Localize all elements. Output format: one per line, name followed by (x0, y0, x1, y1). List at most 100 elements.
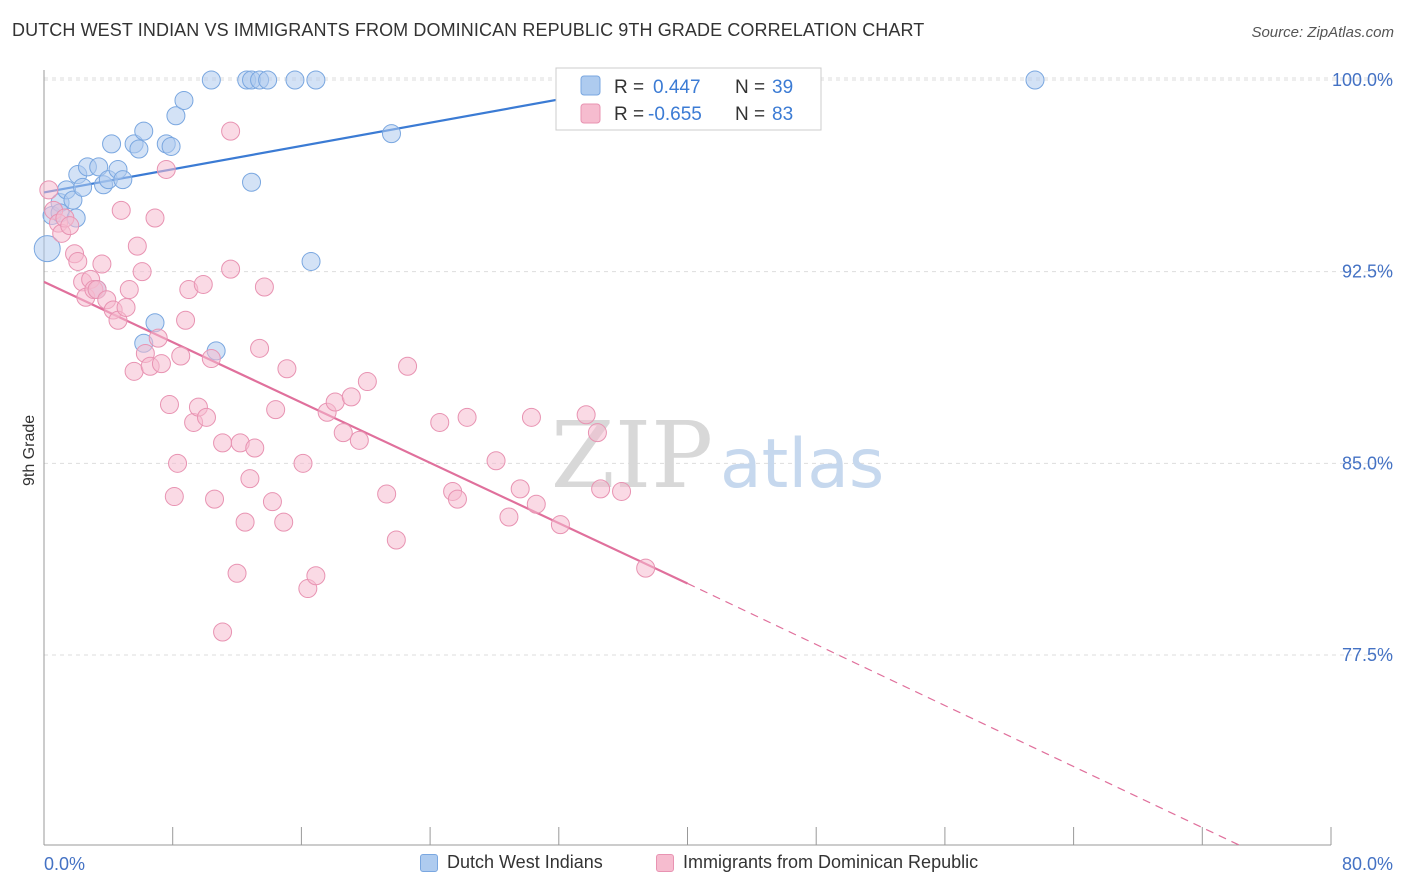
point-dominican-republic (293, 453, 313, 473)
point-dominican-republic (92, 254, 112, 274)
legend-swatch-pink (656, 853, 674, 872)
point-dominican-republic (235, 512, 255, 532)
point-dutch-west-indians (242, 172, 262, 192)
point-dominican-republic (68, 251, 88, 271)
point-dominican-republic (127, 236, 147, 256)
point-dominican-republic (221, 121, 241, 141)
point-dominican-republic (213, 622, 233, 642)
legend-swatch-blue (420, 853, 438, 872)
point-dominican-republic (274, 512, 294, 532)
point-dutch-west-indians (89, 157, 109, 177)
point-dominican-republic (398, 356, 418, 376)
point-dominican-republic (176, 310, 196, 330)
point-dominican-republic (245, 438, 265, 458)
point-dominican-republic (486, 451, 506, 471)
x-tick-label: 0.0% (44, 854, 85, 874)
point-dominican-republic (576, 405, 596, 425)
point-dutch-west-indians (285, 70, 305, 90)
point-dominican-republic (447, 489, 467, 509)
point-dominican-republic (164, 487, 184, 507)
legend-item-dutch-west-indians[interactable]: Dutch West Indians (420, 852, 603, 873)
stats-n-label-pink: N = (735, 104, 765, 125)
point-dominican-republic (333, 423, 353, 443)
point-dominican-republic (156, 159, 176, 179)
point-dominican-republic (111, 200, 131, 220)
point-dutch-west-indians (161, 136, 181, 156)
x-tick-label: 80.0% (1342, 854, 1393, 874)
point-dominican-republic (116, 297, 136, 317)
point-dutch-west-indians (1025, 70, 1045, 90)
point-dominican-republic (145, 208, 165, 228)
point-dominican-republic (39, 180, 59, 200)
bottom-legend: Dutch West Indians Immigrants from Domin… (0, 850, 1406, 880)
point-dutch-west-indians (381, 124, 401, 144)
stats-legend: R = 0.447 N = 39 R = -0.655 N = 83 (555, 67, 822, 131)
point-dutch-west-indians (129, 139, 149, 159)
stats-n-label-blue: N = (735, 77, 765, 98)
point-dominican-republic (377, 484, 397, 504)
points-layer (33, 70, 1045, 642)
point-dominican-republic (587, 423, 607, 443)
point-dominican-republic (306, 566, 326, 586)
point-dominican-republic (151, 354, 171, 374)
point-dominican-republic (196, 407, 216, 427)
x-tick-labels: 0.0% 80.0% (44, 854, 1393, 874)
point-dutch-west-indians (113, 170, 133, 190)
point-dominican-republic (266, 400, 286, 420)
point-dutch-west-indians (301, 251, 321, 271)
point-dominican-republic (159, 395, 179, 415)
point-dominican-republic (213, 433, 233, 453)
point-dominican-republic (124, 361, 144, 381)
point-dominican-republic (60, 216, 80, 236)
source-note: Source: ZipAtlas.com (1251, 24, 1394, 41)
chart-title: DUTCH WEST INDIAN VS IMMIGRANTS FROM DOM… (12, 20, 925, 40)
point-dominican-republic (357, 372, 377, 392)
point-dominican-republic (277, 359, 297, 379)
y-axis-label: 9th Grade (21, 414, 38, 486)
y-tick-label: 92.5% (1342, 262, 1393, 282)
point-dutch-west-indians (306, 70, 326, 90)
point-dutch-west-indians (33, 235, 61, 263)
point-dominican-republic (510, 479, 530, 499)
axis-layer (43, 70, 1332, 846)
stats-swatch-blue (580, 75, 601, 96)
stats-swatch-pink (580, 103, 601, 124)
point-dutch-west-indians (166, 106, 186, 126)
stats-n-value-pink: 83 (772, 104, 793, 125)
stats-r-value-blue: 0.447 (653, 77, 701, 98)
y-tick-label: 77.5% (1342, 645, 1393, 665)
point-dominican-republic (591, 479, 611, 499)
point-dominican-republic (193, 274, 213, 294)
point-dominican-republic (550, 515, 570, 535)
stats-n-value-blue: 39 (772, 77, 793, 98)
point-dominican-republic (168, 453, 188, 473)
point-dominican-republic (148, 328, 168, 348)
legend-label-dominican-republic: Immigrants from Dominican Republic (683, 852, 979, 872)
grid-layer (44, 77, 1392, 656)
y-tick-label: 100.0% (1332, 70, 1393, 90)
y-tick-label: 85.0% (1342, 453, 1393, 473)
point-dutch-west-indians (174, 90, 194, 110)
point-dominican-republic (254, 277, 274, 297)
point-dutch-west-indians (73, 177, 93, 197)
legend-item-dominican-republic[interactable]: Immigrants from Dominican Republic (656, 852, 978, 873)
point-dominican-republic (262, 492, 282, 512)
point-dutch-west-indians (145, 313, 165, 333)
point-dominican-republic (636, 558, 656, 578)
point-dominican-republic (205, 489, 225, 509)
legend-label-dutch-west-indians: Dutch West Indians (447, 852, 603, 872)
point-dominican-republic (386, 530, 406, 550)
watermark: ZIP atlas (551, 402, 884, 509)
point-dominican-republic (227, 563, 247, 583)
y-tick-labels: 77.5% 85.0% 92.5% 100.0% (1332, 70, 1393, 665)
point-dominican-republic (221, 259, 241, 279)
point-dominican-republic (521, 407, 541, 427)
point-dominican-republic (341, 387, 361, 407)
trend-extension-dominican-republic (687, 582, 1243, 848)
watermark-atlas: atlas (720, 425, 884, 504)
point-dominican-republic (430, 412, 450, 432)
point-dominican-republic (349, 430, 369, 450)
stats-r-value-pink: -0.655 (648, 104, 702, 125)
point-dutch-west-indians (134, 121, 154, 141)
